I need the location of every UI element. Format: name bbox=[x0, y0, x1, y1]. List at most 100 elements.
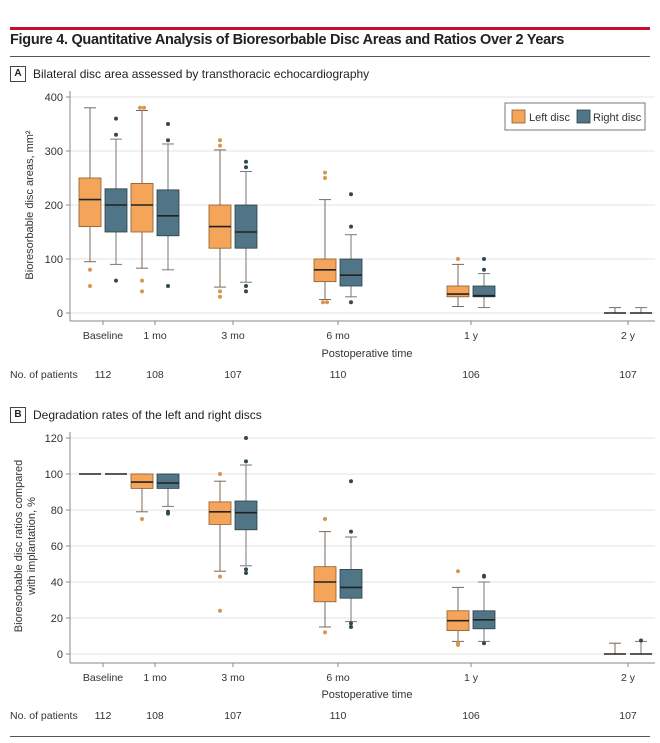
figure-title: Figure 4. Quantitative Analysis of Biore… bbox=[10, 32, 564, 48]
outlier-point bbox=[456, 569, 460, 574]
outlier-point bbox=[218, 143, 222, 148]
panel-b-chart: 0 20 40 60 80 100 120 Bioresorbable disc ratios… bbox=[10, 432, 655, 722]
patients-count: 106 bbox=[462, 710, 480, 722]
iqr-box bbox=[208, 501, 232, 525]
right-disc-box bbox=[339, 192, 363, 305]
right-disc-box bbox=[104, 116, 128, 283]
left-disc-box bbox=[208, 138, 232, 299]
outlier-point bbox=[323, 630, 327, 635]
patients-row-label: No. of patients bbox=[10, 369, 78, 381]
y-axis-label: Bioresorbable disc areas, mm² bbox=[24, 130, 36, 280]
iqr-box bbox=[156, 189, 180, 237]
outlier-point bbox=[482, 267, 486, 272]
patients-count: 108 bbox=[146, 369, 164, 381]
panel-b-letter: B bbox=[10, 407, 26, 423]
x-tick-label: 6 mo bbox=[326, 330, 350, 342]
outlier-point bbox=[218, 472, 222, 476]
y-tick-label: 200 bbox=[45, 200, 63, 212]
outlier-point bbox=[166, 511, 170, 516]
right-disc-box bbox=[339, 479, 363, 629]
iqr-box bbox=[156, 473, 180, 489]
outlier-point bbox=[244, 459, 248, 464]
outlier-point bbox=[456, 643, 460, 647]
panel-a-letter: A bbox=[10, 66, 26, 82]
outlier-point bbox=[349, 192, 353, 197]
outlier-point bbox=[349, 621, 353, 626]
x-tick-label: 1 y bbox=[464, 330, 479, 342]
iqr-box bbox=[130, 182, 154, 233]
legend-left-swatch bbox=[511, 109, 526, 124]
outlier-point bbox=[244, 165, 248, 170]
outlier-point bbox=[114, 116, 118, 121]
outlier-point bbox=[218, 574, 222, 579]
legend-box bbox=[504, 102, 646, 131]
y-tick-label: 80 bbox=[51, 505, 63, 517]
iqr-box bbox=[472, 285, 496, 298]
outlier-point bbox=[349, 300, 353, 305]
panel-b-title: Degradation rates of the left and right … bbox=[33, 408, 262, 422]
right-disc-box bbox=[234, 436, 258, 575]
outlier-point bbox=[218, 294, 222, 299]
patients-count: 107 bbox=[224, 710, 242, 722]
outlier-point bbox=[244, 436, 248, 440]
panel-a-header: A Bilateral disc area assessed by transt… bbox=[10, 66, 369, 82]
outlier-point bbox=[166, 138, 170, 143]
outlier-point bbox=[88, 267, 92, 272]
outlier-point bbox=[349, 224, 353, 229]
x-tick-label: Baseline bbox=[83, 672, 123, 684]
outlier-point bbox=[323, 517, 327, 521]
outlier-point bbox=[323, 176, 327, 180]
left-disc-box bbox=[604, 642, 626, 655]
outlier-point bbox=[482, 641, 486, 646]
x-tick-label: 2 y bbox=[621, 330, 636, 342]
outlier-point bbox=[138, 105, 142, 110]
iqr-box bbox=[78, 177, 102, 227]
outlier-point bbox=[482, 574, 486, 579]
x-tick-label: 3 mo bbox=[221, 330, 245, 342]
iqr-box bbox=[446, 285, 470, 298]
iqr-box bbox=[104, 188, 128, 233]
patients-count: 112 bbox=[95, 369, 112, 381]
patients-count: 108 bbox=[146, 710, 164, 722]
left-disc-box bbox=[130, 473, 154, 521]
patients-count: 107 bbox=[224, 369, 242, 381]
panel-b-header: B Degradation rates of the left and righ… bbox=[10, 407, 262, 423]
right-disc-box bbox=[156, 122, 180, 288]
outlier-point bbox=[114, 278, 118, 283]
outlier-point bbox=[244, 289, 248, 294]
iqr-box bbox=[130, 473, 154, 489]
x-axis-label: Postoperative time bbox=[321, 689, 412, 701]
right-disc-box bbox=[472, 573, 496, 646]
left-disc-box bbox=[446, 257, 470, 308]
outlier-point bbox=[88, 284, 92, 288]
outlier-point bbox=[218, 138, 222, 143]
outlier-point bbox=[482, 257, 486, 261]
x-tick-label: 2 y bbox=[621, 672, 636, 684]
outlier-point bbox=[325, 300, 329, 305]
x-axis-label: Postoperative time bbox=[321, 348, 412, 360]
outlier-point bbox=[140, 289, 144, 294]
iqr-box bbox=[339, 569, 363, 599]
y-tick-label: 100 bbox=[45, 469, 63, 481]
outlier-point bbox=[142, 105, 146, 110]
patients-count: 112 bbox=[95, 710, 112, 722]
outlier-point bbox=[140, 517, 144, 521]
title-divider bbox=[10, 56, 650, 57]
iqr-box bbox=[234, 204, 258, 249]
legend-right-swatch bbox=[576, 109, 591, 124]
x-tick-label: Baseline bbox=[83, 330, 123, 342]
y-tick-label: 20 bbox=[51, 613, 63, 625]
right-disc-box bbox=[234, 159, 258, 294]
outlier-point bbox=[321, 300, 325, 305]
outlier-point bbox=[244, 159, 248, 164]
header-accent-bar bbox=[10, 27, 650, 30]
patients-count: 110 bbox=[330, 710, 347, 722]
outlier-point bbox=[218, 608, 222, 613]
legend: Left disc Right disc bbox=[504, 102, 646, 131]
right-disc-box bbox=[472, 257, 496, 309]
right-disc-box bbox=[630, 307, 652, 314]
outlier-point bbox=[456, 257, 460, 261]
left-disc-box bbox=[78, 107, 102, 288]
outlier-point bbox=[349, 529, 353, 534]
